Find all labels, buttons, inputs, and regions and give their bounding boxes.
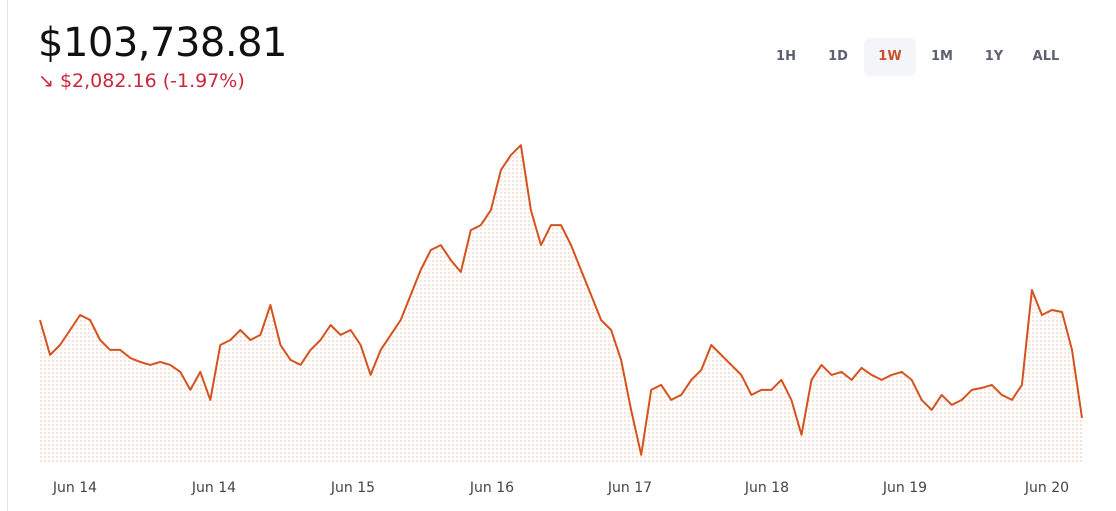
x-tick-label: Jun 16 [469, 480, 514, 496]
x-tick-label: Jun 17 [607, 480, 652, 496]
range-button[interactable]: ALL [1032, 49, 1060, 64]
x-tick-label: Jun 18 [744, 480, 789, 496]
range-button[interactable]: 1W [864, 38, 916, 76]
range-button[interactable]: 1H [776, 49, 796, 64]
range-button[interactable]: 1D [828, 49, 848, 64]
panel-edge [7, 0, 8, 511]
area-fill [40, 145, 1082, 462]
x-tick-label: Jun 14 [52, 480, 97, 496]
change-value: $2,082.16 (-1.97%) [59, 70, 245, 92]
range-selector: 1H 1D 1W 1M 1Y ALL [760, 38, 1072, 76]
x-tick-label: Jun 15 [330, 480, 375, 496]
range-button[interactable]: 1M [931, 49, 953, 64]
price-change: ↘ $2,082.16 (-1.97%) [38, 70, 245, 92]
x-tick-label: Jun 19 [882, 480, 927, 496]
price-line [39, 144, 1083, 456]
x-tick-label: Jun 14 [191, 480, 236, 496]
x-tick-label: Jun 20 [1024, 480, 1069, 496]
range-button[interactable]: 1Y [984, 49, 1004, 64]
current-price: $103,738.81 [38, 20, 287, 66]
down-arrow: ↘ [38, 70, 60, 92]
